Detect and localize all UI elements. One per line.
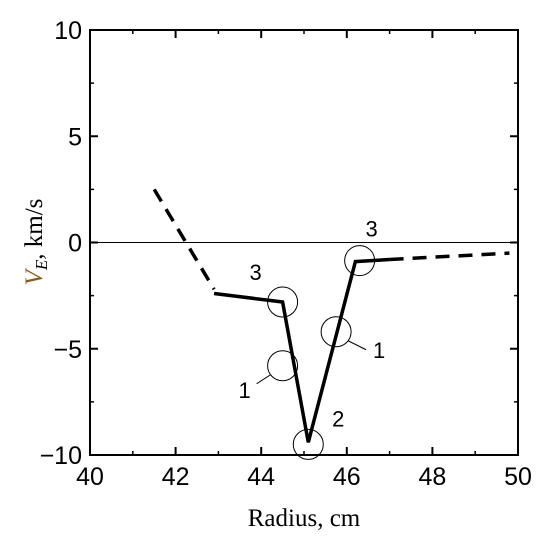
- y-axis-title-sub: E: [32, 259, 51, 271]
- x-tick-label: 50: [504, 463, 532, 491]
- marker-label-5: 2: [332, 406, 344, 431]
- marker-leader-1: [256, 374, 271, 385]
- tick-layer: 40 42 44 46 48 50 −10 −5 0 5 10: [40, 17, 532, 491]
- x-tick-label: 40: [76, 463, 104, 491]
- marker-circle-5: [292, 428, 324, 460]
- y-axis-title: VE, km/s: [21, 199, 51, 286]
- y-tick-label: 0: [68, 230, 82, 258]
- series-line-3-dashed: [389, 251, 510, 262]
- x-tick-label: 48: [418, 463, 446, 491]
- marker-circle-4: [344, 245, 376, 277]
- marker-label-2: 1: [373, 338, 385, 363]
- x-tick-label: 42: [162, 463, 190, 491]
- y-tick-label: 5: [68, 123, 82, 151]
- series-layer: [90, 188, 518, 443]
- y-tick-label: 10: [54, 17, 82, 45]
- series-line-2-solid: [213, 257, 390, 443]
- x-tick-label: 44: [247, 463, 275, 491]
- y-tick-label: −10: [40, 442, 82, 470]
- x-tick-label: 46: [333, 463, 361, 491]
- y-axis-title-unit: , km/s: [21, 199, 48, 260]
- marker-circle-3: [267, 286, 299, 318]
- marker-label-3: 3: [249, 260, 261, 285]
- y-tick-label: −5: [53, 336, 82, 364]
- y-axis-title-main: V: [21, 267, 48, 285]
- series-line-1-dashed: [152, 188, 216, 291]
- marker-label-4: 3: [366, 217, 378, 242]
- marker-circle-2: [320, 316, 352, 348]
- marker-circle-1: [267, 350, 299, 382]
- marker-layer: 1 1 3 3 2: [238, 217, 385, 460]
- marker-label-1: 1: [238, 378, 250, 403]
- marker-leader-2: [347, 340, 367, 351]
- x-axis-title: Radius, cm: [248, 505, 361, 532]
